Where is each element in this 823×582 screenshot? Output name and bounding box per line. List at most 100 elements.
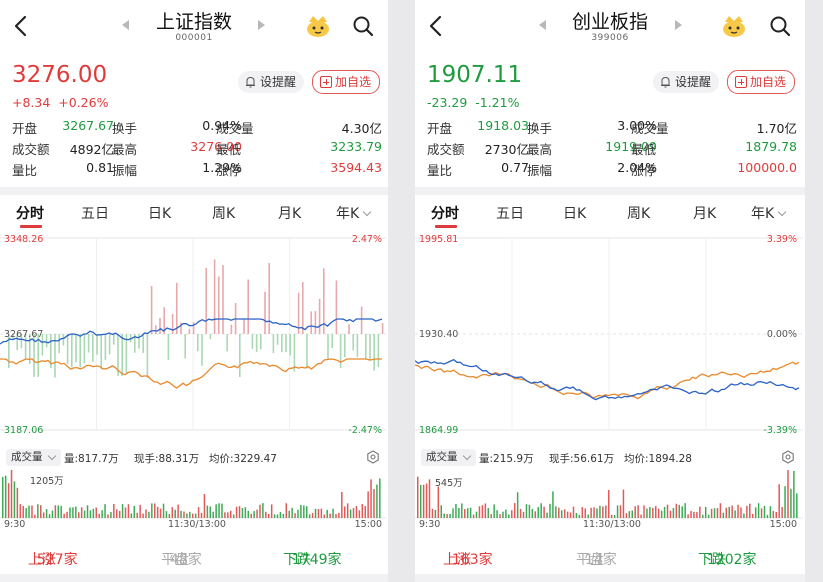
tab-5[interactable]: 年K	[751, 203, 787, 223]
volume-bar	[364, 506, 366, 518]
average-line	[415, 361, 800, 400]
tab-0[interactable]: 分时	[431, 206, 459, 222]
volume-bar	[505, 509, 507, 518]
volume-bar	[45, 509, 48, 518]
volume-bar	[540, 503, 542, 518]
volume-bar	[560, 510, 563, 518]
volume-bar	[796, 493, 798, 518]
volume-bar	[22, 505, 24, 518]
advancers[interactable]: 上涨 527家	[28, 552, 78, 568]
decliners[interactable]: 下跌 1202家	[698, 552, 757, 568]
volume-bar	[40, 505, 42, 518]
back-icon[interactable]	[425, 12, 449, 40]
tab-1[interactable]: 五日	[496, 206, 524, 222]
tab-5[interactable]: 年K	[336, 203, 372, 223]
settings-icon[interactable]	[366, 450, 380, 464]
volume-bar	[663, 506, 666, 518]
volume-bar	[171, 507, 174, 518]
search-icon[interactable]	[768, 14, 792, 38]
volume-bar	[177, 504, 179, 518]
volume-bar	[478, 506, 481, 518]
period-tabs: 分时 五日 日K 周K 月K 年K	[0, 198, 388, 228]
mascot-icon[interactable]	[721, 14, 747, 38]
stat-label: 最高	[527, 142, 553, 157]
decliners[interactable]: 下跌 1749家	[283, 552, 342, 568]
period-tabs: 分时 五日 日K 周K 月K 年K	[415, 198, 805, 228]
tab-0[interactable]: 分时	[16, 206, 44, 222]
prev-index-icon[interactable]	[122, 20, 129, 30]
flow-bar	[318, 298, 321, 334]
add-watchlist-button[interactable]: 加自选	[312, 70, 381, 94]
volume-bar	[194, 513, 197, 518]
back-icon[interactable]	[10, 12, 34, 40]
advancers[interactable]: 上涨 163家	[443, 552, 493, 568]
tab-3[interactable]: 周K	[212, 206, 236, 222]
tab-2[interactable]: 日K	[148, 206, 172, 222]
volume-bar	[291, 507, 293, 518]
tab-4[interactable]: 月K	[693, 206, 717, 222]
axis-top-pct: 2.47%	[351, 234, 382, 245]
stat-label: 开盘	[427, 121, 453, 136]
volume-bar	[610, 514, 613, 518]
flow-bar	[96, 334, 98, 355]
axis-bottom-price: 1864.99	[419, 425, 459, 436]
tab-4[interactable]: 月K	[278, 206, 302, 222]
axis-top-price: 1995.81	[419, 234, 459, 245]
volume-max-label: 545万	[435, 478, 463, 489]
volume-bar	[793, 470, 795, 518]
stats-grid: 开盘 3267.67 换手 0.94% 成交量 4.30亿 成交额 4892亿 最高 3276.0…	[12, 118, 382, 181]
flow-bar	[24, 334, 27, 359]
volume-bar	[422, 484, 425, 518]
volume-bar	[352, 508, 355, 518]
volume-bar	[344, 506, 346, 518]
tab-3[interactable]: 周K	[627, 206, 651, 222]
next-index-icon[interactable]	[675, 20, 682, 30]
volume-bar	[320, 508, 323, 518]
next-index-icon[interactable]	[258, 20, 265, 30]
volume-bar	[98, 513, 100, 518]
volume-bar	[332, 508, 334, 518]
time-close: 15:00	[354, 519, 382, 530]
volume-bar	[754, 507, 757, 518]
flow-bar	[243, 318, 245, 334]
unchanged[interactable]: 平盘 14家	[576, 552, 617, 568]
indicator-selector[interactable]: 成交量	[421, 449, 476, 466]
volume-bar	[95, 507, 98, 518]
volume-bar	[355, 506, 358, 518]
flow-bar	[306, 334, 308, 369]
search-icon[interactable]	[351, 14, 375, 38]
volume-bar	[86, 505, 89, 518]
volume-bar	[75, 506, 77, 518]
tab-2[interactable]: 日K	[563, 206, 587, 222]
indicator-selector[interactable]: 成交量	[6, 449, 61, 466]
volume-bar	[775, 511, 777, 518]
intraday-chart[interactable]	[415, 230, 805, 446]
volume-bar	[148, 511, 150, 518]
volume-bar	[446, 514, 448, 518]
prev-index-icon[interactable]	[539, 20, 546, 30]
tab-1[interactable]: 五日	[81, 206, 109, 222]
add-watchlist-button[interactable]: 加自选	[727, 70, 796, 94]
volume-bar	[92, 508, 95, 518]
mascot-icon[interactable]	[305, 14, 331, 38]
volume-bar	[379, 478, 381, 518]
unchanged[interactable]: 平盘 48家	[161, 552, 202, 568]
settings-icon[interactable]	[781, 450, 795, 464]
volume-bar	[358, 510, 361, 518]
volume-bar	[116, 509, 118, 518]
chevron-down-icon	[362, 207, 372, 217]
volume-bar	[649, 507, 651, 518]
volume-bar	[704, 507, 707, 518]
stat-value: 0.81	[86, 160, 114, 175]
flow-bar	[146, 334, 149, 379]
volume-bar	[790, 488, 792, 518]
set-alert-button[interactable]: 设提醒	[238, 71, 305, 93]
stat-label: 换手	[112, 121, 138, 136]
flow-bar	[171, 313, 174, 334]
stat-label: 成交量	[631, 121, 669, 136]
set-alert-button[interactable]: 设提醒	[653, 71, 720, 93]
flow-bar	[352, 334, 354, 351]
volume-bar	[346, 503, 349, 518]
flow-bar	[297, 292, 300, 334]
intraday-chart[interactable]	[0, 230, 388, 446]
